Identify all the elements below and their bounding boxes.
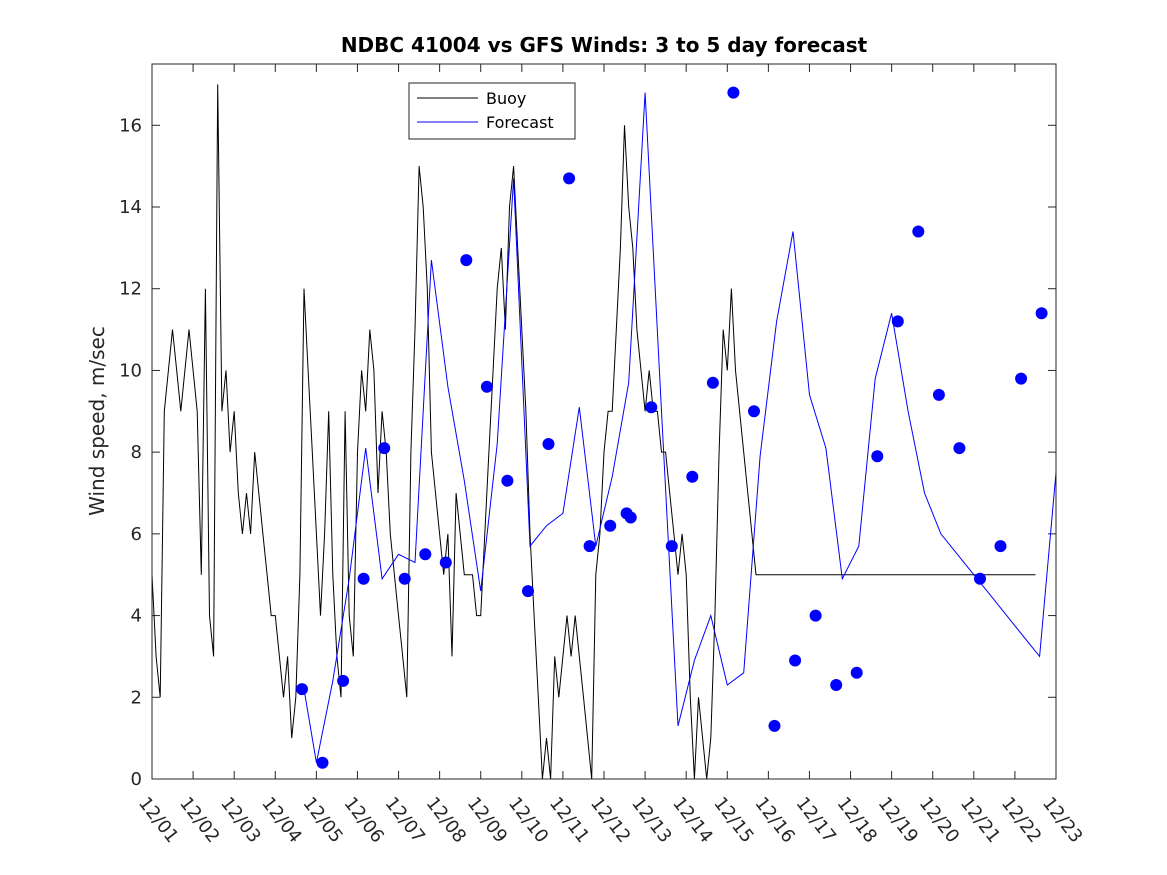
y-tick-label: 10 (119, 360, 142, 381)
forecast-point (686, 470, 699, 483)
y-tick-label: 16 (119, 115, 142, 136)
forecast-point (727, 86, 740, 99)
forecast-point (522, 585, 534, 598)
forecast-point (357, 572, 370, 585)
forecast-point (378, 442, 391, 455)
forecast-point (316, 756, 329, 769)
forecast-point (830, 679, 843, 691)
forecast-point (932, 388, 945, 401)
forecast-point (542, 438, 555, 450)
forecast-point (583, 540, 596, 553)
plot-area (152, 64, 1056, 779)
forecast-point (1015, 372, 1028, 385)
buoy-line (151, 84, 1036, 780)
forecast-point (645, 401, 658, 414)
y-tick-label: 4 (131, 606, 142, 627)
chart-title: NDBC 41004 vs GFS Winds: 3 to 5 day fore… (341, 33, 868, 57)
legend-buoy-label: Buoy (486, 89, 526, 108)
legend: Buoy Forecast (408, 82, 576, 140)
forecast-point (768, 719, 781, 732)
y-axis-label: Wind speed, m/sec (85, 326, 109, 516)
forecast-point (460, 254, 473, 267)
forecast-point (706, 376, 719, 389)
forecast-point (296, 683, 308, 696)
forecast-point (398, 572, 411, 585)
forecast-point (337, 674, 350, 687)
forecast-point (850, 666, 863, 679)
forecast-point (748, 405, 760, 418)
legend-forecast-label: Forecast (486, 113, 554, 132)
forecast-point (439, 556, 452, 569)
forecast-point (789, 654, 802, 667)
forecast-point (809, 609, 822, 622)
forecast-line (303, 92, 1057, 763)
forecast-point (994, 540, 1007, 553)
y-tick-label: 0 (131, 769, 142, 790)
forecast-point (871, 450, 884, 463)
y-tick-label: 6 (131, 524, 142, 545)
forecast-point (974, 572, 986, 585)
forecast-point (501, 474, 514, 487)
forecast-point (624, 511, 637, 524)
forecast-point (891, 315, 904, 328)
forecast-point (953, 442, 966, 455)
y-tick-label: 12 (119, 279, 142, 300)
y-tick-label: 2 (131, 687, 142, 708)
y-tick-label: 14 (119, 197, 142, 218)
legend-box (408, 82, 576, 140)
forecast-point (665, 540, 678, 553)
plot-frame (151, 63, 1057, 780)
forecast-point (1035, 307, 1048, 320)
forecast-point (419, 548, 432, 561)
forecast-point (604, 519, 617, 532)
forecast-point (563, 172, 576, 185)
data-layer (151, 84, 1057, 780)
forecast-point (912, 225, 925, 238)
y-tick-label: 8 (131, 442, 142, 463)
forecast-point (480, 380, 493, 393)
